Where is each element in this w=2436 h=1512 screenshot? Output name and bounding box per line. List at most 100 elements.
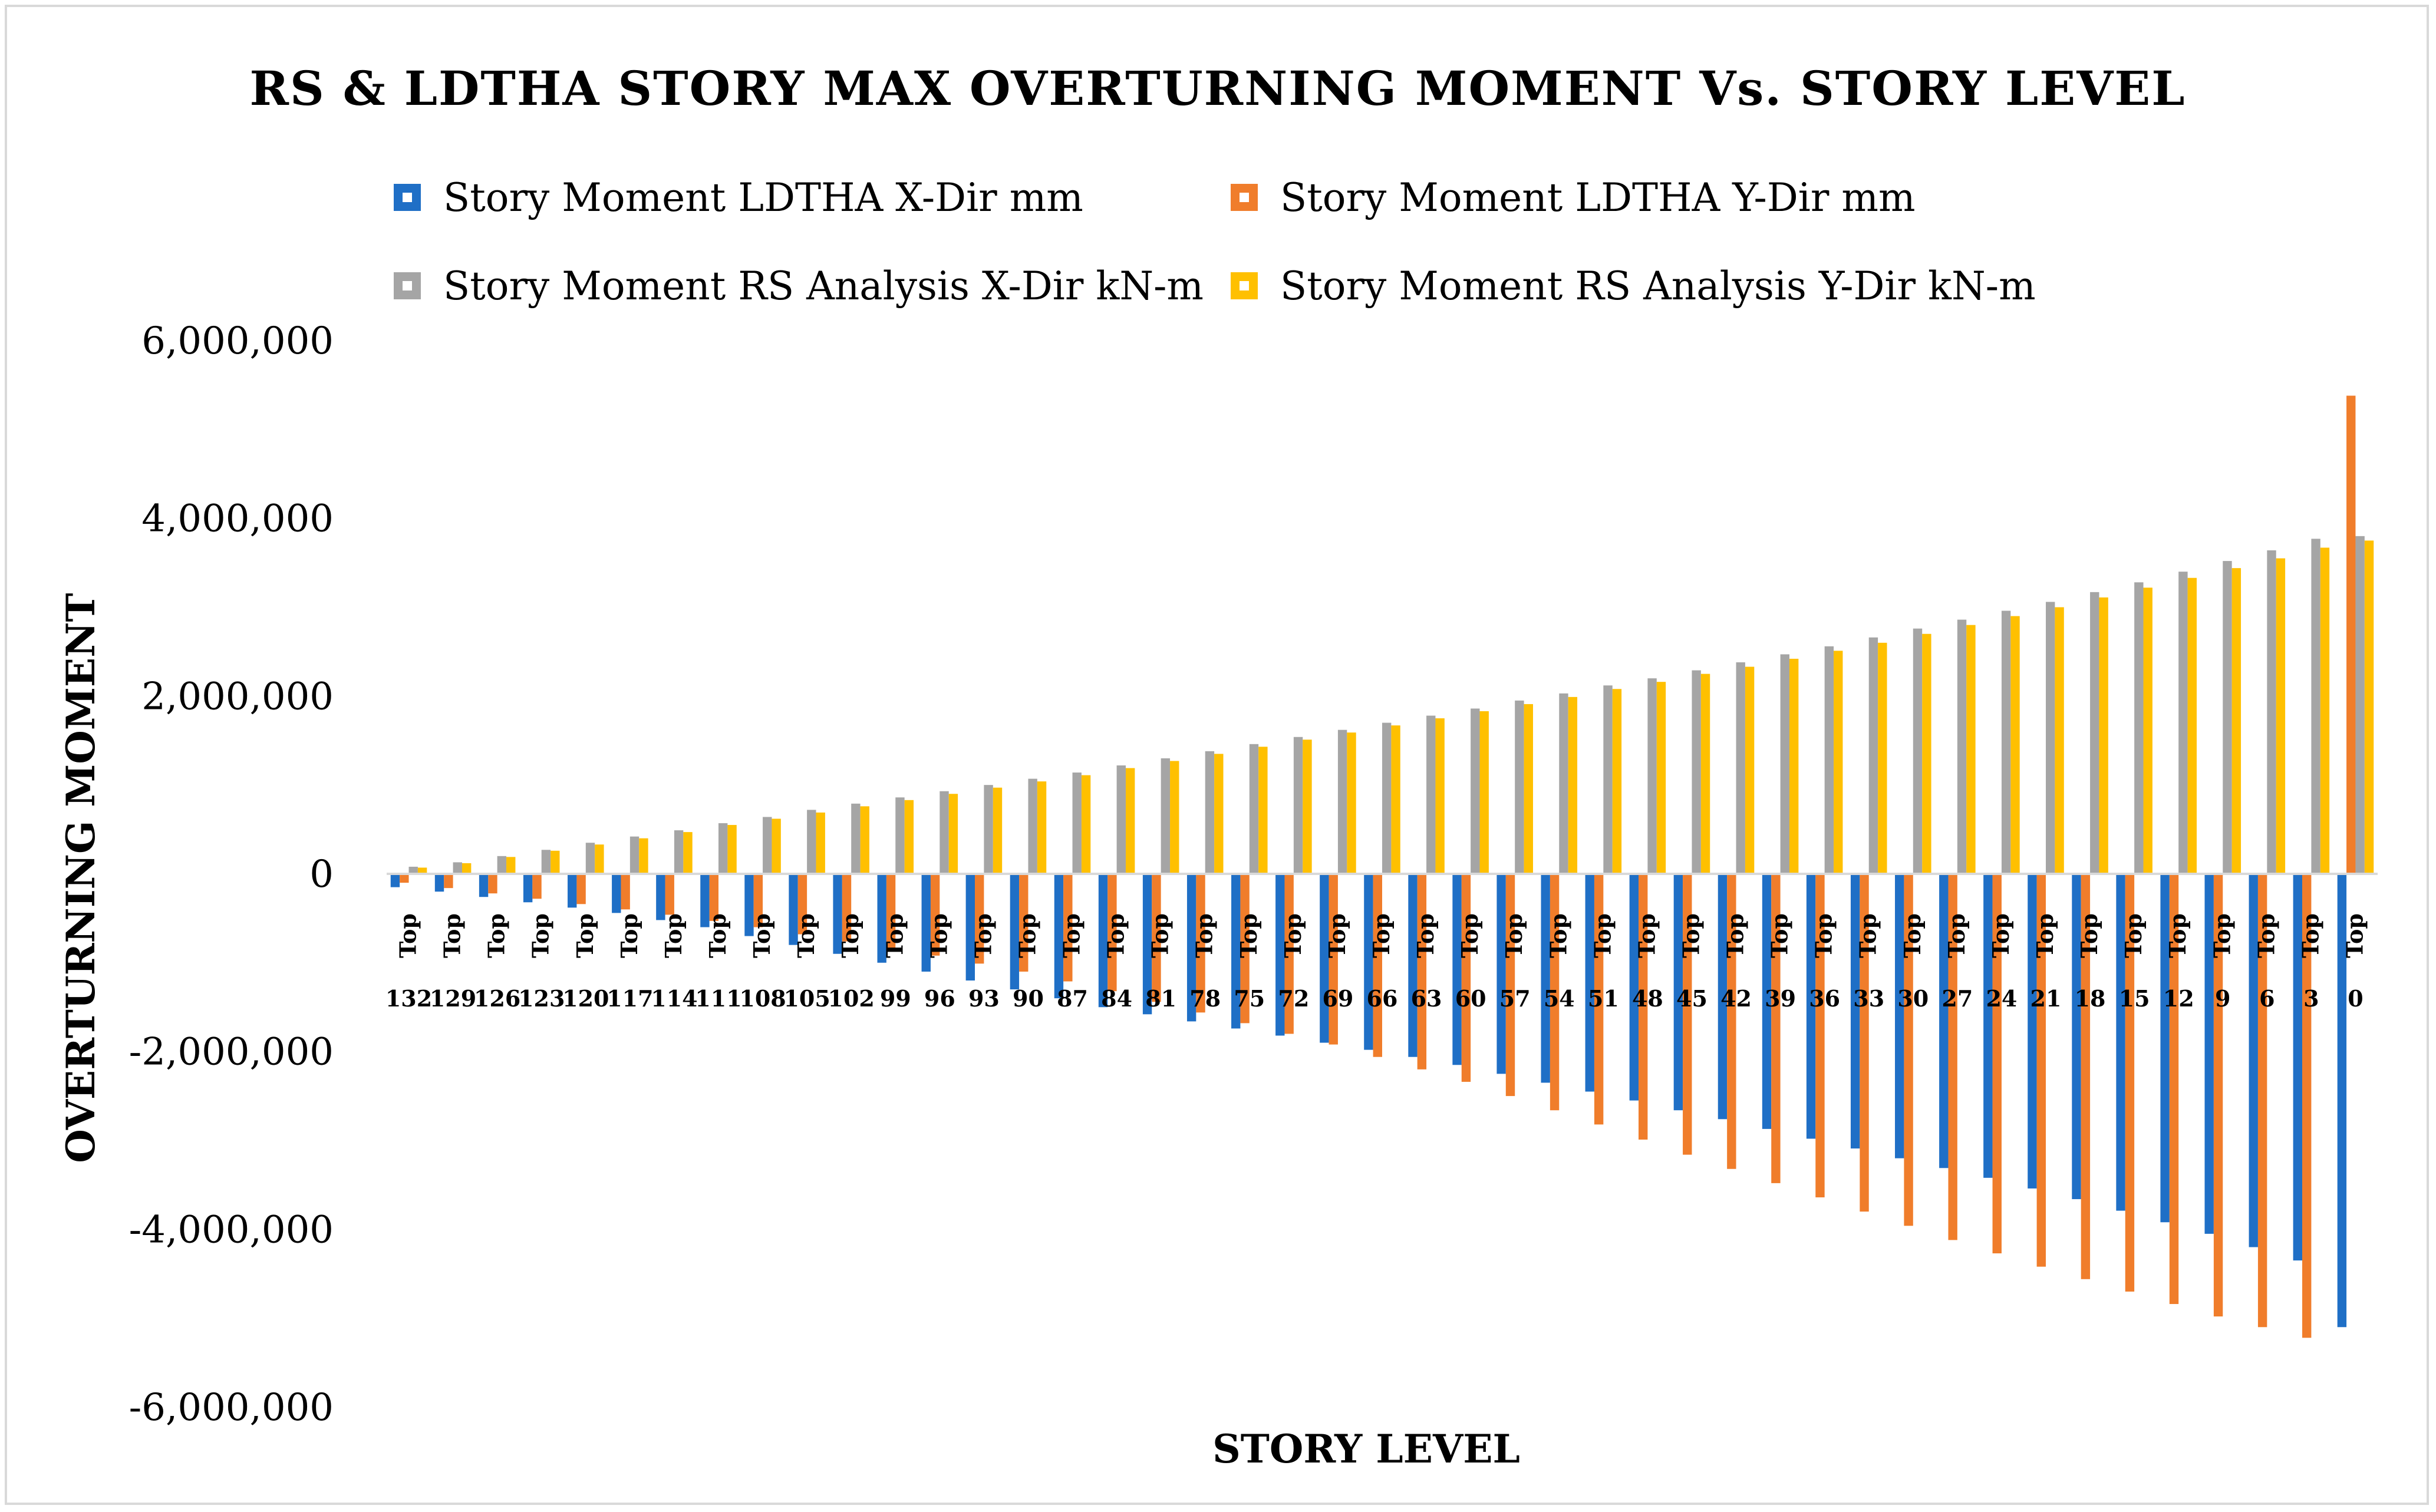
x-tick-label: 78: [1189, 985, 1221, 1012]
x-tick-label: 111: [695, 985, 741, 1012]
bar: [1913, 628, 1923, 874]
bar: [904, 800, 914, 874]
x-tick-prefix: Top: [528, 913, 554, 958]
bar: [444, 874, 453, 889]
bar: [2001, 610, 2011, 874]
bar: [453, 862, 462, 874]
bar: [1240, 874, 1250, 1024]
x-tick-prefix: Top: [704, 913, 731, 958]
bar: [965, 874, 975, 981]
bar: [2293, 874, 2303, 1261]
x-tick-label: 90: [1013, 985, 1044, 1012]
bar: [434, 874, 444, 892]
bar: [1373, 874, 1382, 1057]
bar: [1452, 874, 1462, 1065]
x-tick-label: 129: [430, 985, 476, 1012]
bar: [1125, 768, 1135, 874]
bar: [1683, 874, 1692, 1155]
x-tick-label: 72: [1278, 985, 1309, 1012]
bar: [1700, 674, 1710, 874]
x-tick-label: 51: [1588, 985, 1619, 1012]
bar: [417, 867, 427, 874]
bar: [2257, 874, 2267, 1328]
bar: [2055, 607, 2064, 874]
bar: [1736, 662, 1745, 874]
bar: [1745, 666, 1755, 874]
y-tick-label: 6,000,000: [141, 319, 334, 363]
bar: [1186, 874, 1196, 1022]
bar: [2143, 587, 2152, 874]
bar: [2036, 874, 2046, 1267]
bar: [940, 791, 949, 874]
x-tick-label: 24: [1986, 985, 2017, 1012]
bar: [1231, 874, 1241, 1029]
bar: [1496, 874, 1506, 1074]
x-tick-prefix: Top: [2208, 913, 2235, 958]
x-tick-label: 126: [474, 985, 520, 1012]
bar: [1081, 775, 1091, 874]
bar: [1639, 874, 1648, 1140]
bar: [833, 874, 842, 954]
bar: [727, 825, 737, 874]
bar: [400, 874, 409, 883]
x-tick-label: 102: [828, 985, 875, 1012]
legend-label-rs-x: Story Moment RS Analysis X-Dir kN-m: [443, 263, 1204, 309]
x-tick-label: 69: [1322, 985, 1353, 1012]
bar: [763, 817, 772, 874]
x-tick-prefix: Top: [2253, 913, 2279, 958]
bar: [1834, 651, 1843, 874]
x-tick-prefix: Top: [439, 913, 466, 958]
bar: [2090, 592, 2099, 874]
bar: [1196, 874, 1205, 1013]
bar: [789, 874, 798, 945]
x-tick-label: 39: [1765, 985, 1796, 1012]
bar: [1559, 693, 1568, 874]
bar: [674, 830, 684, 874]
bar: [1505, 874, 1515, 1097]
bar: [595, 844, 604, 874]
x-tick-prefix: Top: [1235, 913, 1262, 958]
x-tick-prefix: Top: [1412, 913, 1439, 958]
bar: [930, 874, 940, 956]
x-tick-label: 123: [518, 985, 565, 1012]
bar: [2311, 539, 2320, 874]
bar: [1718, 874, 1728, 1120]
bar: [2355, 536, 2365, 874]
legend-label-rs-y: Story Moment RS Analysis Y-Dir kN-m: [1280, 263, 2036, 309]
x-tick-prefix: Top: [1059, 913, 1085, 958]
x-tick-label: 105: [783, 985, 830, 1012]
bar: [2116, 874, 2125, 1211]
bar: [1983, 874, 1993, 1178]
x-tick-prefix: Top: [2297, 913, 2323, 958]
x-tick-label: 6: [2259, 985, 2275, 1012]
x-tick-label: 84: [1101, 985, 1132, 1012]
bar: [948, 794, 958, 874]
x-tick-label: 27: [1941, 985, 1973, 1012]
x-tick-prefix: Top: [660, 913, 687, 958]
bar: [1727, 874, 1736, 1169]
bar: [993, 787, 1003, 874]
bar: [807, 810, 816, 874]
bar: [1329, 874, 1338, 1045]
bar: [2276, 558, 2286, 874]
bar: [1107, 874, 1117, 992]
bar: [1806, 874, 1816, 1139]
x-tick-label: 45: [1676, 985, 1707, 1012]
bar: [506, 857, 516, 874]
bar: [683, 832, 693, 874]
bar: [1142, 874, 1152, 1015]
x-tick-label: 87: [1057, 985, 1088, 1012]
bar: [568, 874, 577, 908]
x-tick-prefix: Top: [616, 913, 642, 958]
x-tick-label: 36: [1809, 985, 1840, 1012]
bar: [1037, 781, 1047, 874]
x-tick-prefix: Top: [881, 913, 908, 958]
x-tick-prefix: Top: [1855, 913, 1881, 958]
x-tick-label: 57: [1499, 985, 1531, 1012]
y-tick-label: -2,000,000: [129, 1031, 334, 1074]
x-tick-label: 60: [1455, 985, 1486, 1012]
x-tick-prefix: Top: [1501, 913, 1527, 958]
bar: [2213, 874, 2223, 1317]
bar: [497, 856, 507, 874]
bar: [1072, 772, 1082, 874]
